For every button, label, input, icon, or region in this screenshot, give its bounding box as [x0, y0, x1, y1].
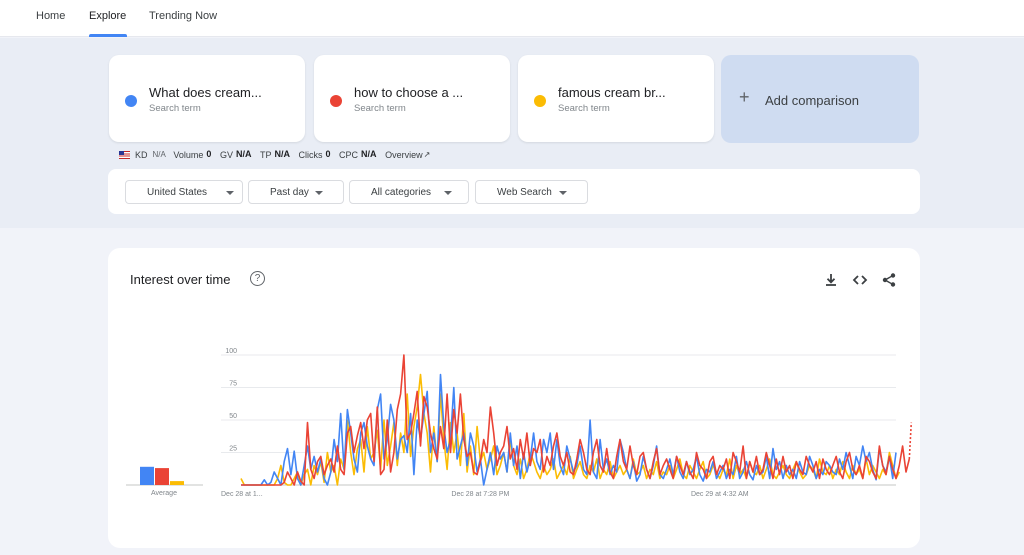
- clicks-label: Clicks: [298, 149, 323, 160]
- tp-value: N/A: [274, 149, 290, 159]
- x-tick-label: Dec 28 at 7:28 PM: [451, 491, 509, 498]
- y-tick-label: 100: [225, 348, 237, 355]
- gv-value: N/A: [235, 149, 252, 159]
- average-label: Average: [151, 490, 177, 497]
- category-value: All categories: [371, 187, 432, 198]
- series-dot-blue: [125, 95, 137, 107]
- top-nav: Home Explore Trending Now: [0, 0, 1024, 37]
- caret-down-icon: [226, 191, 234, 195]
- caret-down-icon: [444, 191, 452, 195]
- y-tick-label: 75: [229, 381, 237, 388]
- time-range-value: Past day: [270, 187, 309, 198]
- search-term-title: famous cream br...: [558, 85, 666, 100]
- series-dot-red: [330, 95, 342, 107]
- series-line: [240, 373, 901, 486]
- kd-value: N/A: [152, 150, 166, 160]
- search-term-card-1[interactable]: What does cream... Search term: [109, 55, 305, 142]
- clicks-value: 0: [325, 149, 331, 159]
- average-bar: [140, 466, 154, 485]
- region-value: United States: [147, 187, 208, 198]
- y-tick-label: 25: [229, 446, 237, 453]
- caret-down-icon: [559, 191, 567, 195]
- keyword-metrics-bar: KD N/A Volume 0 GV N/A TP N/A Clicks 0 CPC N/A…: [119, 149, 440, 161]
- help-icon[interactable]: ?: [250, 271, 265, 286]
- average-bar: [170, 481, 184, 485]
- volume-value: 0: [206, 149, 212, 159]
- search-term-subtitle: Search term: [354, 103, 406, 114]
- filter-bar: United States Past day All categories We…: [108, 169, 920, 214]
- gv-label: GV: [219, 149, 233, 160]
- category-dropdown[interactable]: All categories: [349, 180, 469, 204]
- series-line: [241, 373, 897, 486]
- nav-active-indicator: [89, 34, 127, 37]
- tp-label: TP: [259, 149, 272, 160]
- volume-label: Volume: [173, 149, 204, 160]
- region-dropdown[interactable]: United States: [125, 180, 243, 204]
- share-icon[interactable]: [881, 272, 897, 288]
- plus-icon: +: [739, 87, 750, 107]
- interest-chart: Average 25 50 75 100 Dec 28 at 1... Dec 28 at…: [126, 348, 913, 498]
- cpc-label: CPC: [339, 149, 359, 160]
- y-tick-label: 50: [229, 413, 237, 420]
- chart-section-title: Interest over time: [130, 272, 231, 287]
- x-tick-label: Dec 28 at 1...: [221, 491, 263, 498]
- kd-label: KD: [135, 149, 148, 160]
- external-link-icon: ↗: [423, 150, 431, 160]
- embed-icon[interactable]: [852, 272, 868, 288]
- average-bar: [155, 468, 169, 485]
- interest-over-time-card: Interest over time ? Average 25 50 75 100 De…: [108, 248, 920, 548]
- add-comparison-label: Add comparison: [765, 93, 859, 108]
- download-icon[interactable]: [823, 272, 839, 288]
- search-type-value: Web Search: [497, 187, 552, 198]
- search-term-card-3[interactable]: famous cream br... Search term: [518, 55, 714, 142]
- x-tick-label: Dec 29 at 4:32 AM: [691, 491, 749, 498]
- caret-down-icon: [315, 191, 323, 195]
- search-term-title: how to choose a ...: [354, 85, 464, 100]
- series-line: [241, 354, 911, 486]
- overview-link[interactable]: Overview↗: [385, 149, 435, 160]
- search-term-subtitle: Search term: [558, 103, 610, 114]
- us-flag-icon: [119, 150, 130, 159]
- partial-data-dashed-line: [908, 422, 913, 460]
- overview-label: Overview: [385, 149, 423, 160]
- add-comparison-button[interactable]: + Add comparison: [721, 55, 919, 143]
- search-term-title: What does cream...: [149, 85, 262, 100]
- nav-trending-now[interactable]: Trending Now: [149, 10, 218, 22]
- series-dot-yellow: [534, 95, 546, 107]
- cpc-value: N/A: [361, 149, 377, 159]
- search-term-subtitle: Search term: [149, 103, 201, 114]
- time-range-dropdown[interactable]: Past day: [248, 180, 344, 204]
- nav-explore[interactable]: Explore: [89, 10, 127, 22]
- search-term-card-2[interactable]: how to choose a ... Search term: [314, 55, 510, 142]
- search-type-dropdown[interactable]: Web Search: [475, 180, 588, 204]
- nav-home[interactable]: Home: [36, 10, 66, 22]
